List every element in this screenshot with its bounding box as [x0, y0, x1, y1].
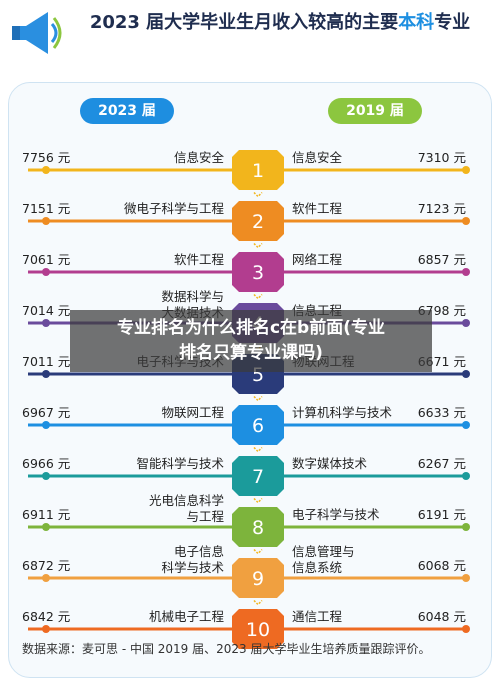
header: 2023 届大学毕业生月收入较高的主要本科专业	[0, 0, 500, 70]
row-dot-right	[462, 319, 470, 327]
chart-title: 2023 届大学毕业生月收入较高的主要本科专业	[89, 12, 471, 33]
value-2023: 6911 元	[22, 507, 70, 522]
chevron-connector	[253, 242, 263, 249]
rank-badge	[232, 609, 284, 649]
chevron-connector	[253, 446, 263, 453]
data-source-note: 数据来源：麦可思 - 中国 2019 届、2023 届大学毕业生培养质量跟踪评价…	[22, 642, 431, 656]
major-2019: 电子科学与技术	[292, 507, 380, 522]
major-2023: 光电信息科学	[149, 493, 224, 508]
value-2019: 6633 元	[418, 405, 466, 420]
value-2023: 7151 元	[22, 201, 70, 216]
major-2019: 信息安全	[292, 150, 343, 165]
major-2023: 微电子科学与工程	[124, 201, 225, 216]
value-2023: 7756 元	[22, 150, 70, 165]
megaphone-icon	[12, 12, 62, 54]
major-2023: 与工程	[186, 509, 224, 524]
rank-badge	[232, 405, 284, 445]
rank-number: 8	[252, 517, 264, 539]
chevron-connector	[253, 191, 263, 198]
rank-badge	[232, 252, 284, 292]
value-2023: 7011 元	[22, 354, 70, 369]
major-2019: 软件工程	[292, 201, 343, 216]
chevron-connector	[253, 548, 263, 555]
chevron-connector	[253, 293, 263, 300]
major-2019: 通信工程	[292, 609, 343, 624]
row-dot-right	[462, 574, 470, 582]
row-dot-left	[42, 217, 50, 225]
rank-number: 9	[252, 568, 264, 590]
row-dot-right	[462, 370, 470, 378]
major-2023: 电子信息	[174, 544, 224, 559]
major-2023: 科学与技术	[161, 560, 224, 575]
rank-badge	[232, 456, 284, 496]
chevron-connector	[253, 497, 263, 504]
row-dot-left	[42, 166, 50, 174]
value-2023: 6967 元	[22, 405, 70, 420]
major-2023: 信息安全	[174, 150, 225, 165]
rank-badge	[232, 150, 284, 190]
major-2023: 智能科学与技术	[136, 456, 224, 471]
value-2023: 7014 元	[22, 303, 70, 318]
row-dot-right	[462, 472, 470, 480]
row-dot-right	[462, 166, 470, 174]
row-dot-left	[42, 421, 50, 429]
row-dot-left	[42, 319, 50, 327]
row-dot-right	[462, 625, 470, 633]
rank-badge	[232, 507, 284, 547]
value-2019: 6267 元	[418, 456, 466, 471]
major-2023: 物联网工程	[161, 405, 224, 420]
row-dot-left	[42, 523, 50, 531]
chevron-connector	[253, 395, 263, 402]
major-2023: 机械电子工程	[149, 609, 225, 624]
rank-number: 1	[252, 160, 264, 182]
row-dot-left	[42, 472, 50, 480]
row-dot-left	[42, 268, 50, 276]
value-2019: 6068 元	[418, 558, 466, 573]
badge-2019: 2019 届	[328, 98, 422, 124]
overlay-banner: 专业排名为什么排名c在b前面(专业 排名只算专业课吗)	[70, 310, 432, 372]
value-2019: 6857 元	[418, 252, 466, 267]
rank-badge	[232, 558, 284, 598]
value-2019: 6048 元	[418, 609, 466, 624]
rank-number: 3	[252, 262, 264, 284]
value-2019: 7123 元	[418, 201, 466, 216]
major-2019: 网络工程	[292, 252, 343, 267]
row-dot-right	[462, 523, 470, 531]
row-dot-left	[42, 625, 50, 633]
row-dot-right	[462, 268, 470, 276]
row-dot-right	[462, 217, 470, 225]
row-dot-right	[462, 421, 470, 429]
banner-line-2: 排名只算专业课吗)	[179, 343, 323, 363]
value-2023: 6842 元	[22, 609, 70, 624]
rank-number: 7	[252, 466, 264, 488]
major-2019: 信息系统	[292, 560, 342, 575]
major-2019: 数字媒体技术	[292, 456, 368, 471]
row-dot-left	[42, 574, 50, 582]
badge-2023: 2023 届	[80, 98, 174, 124]
value-2023: 6966 元	[22, 456, 70, 471]
major-2019: 信息管理与	[292, 544, 355, 559]
rank-number: 6	[252, 415, 264, 437]
rank-badge	[232, 201, 284, 241]
chevron-connector	[253, 599, 263, 606]
rank-number: 2	[252, 211, 264, 233]
major-2023: 软件工程	[174, 252, 225, 267]
value-2023: 6872 元	[22, 558, 70, 573]
major-2019: 计算机科学与技术	[292, 405, 393, 420]
rank-number: 10	[246, 619, 270, 641]
value-2019: 6191 元	[418, 507, 466, 522]
value-2023: 7061 元	[22, 252, 70, 267]
banner-line-1: 专业排名为什么排名c在b前面(专业	[116, 318, 385, 338]
row-dot-left	[42, 370, 50, 378]
major-2023: 数据科学与	[161, 289, 224, 304]
value-2019: 7310 元	[418, 150, 466, 165]
